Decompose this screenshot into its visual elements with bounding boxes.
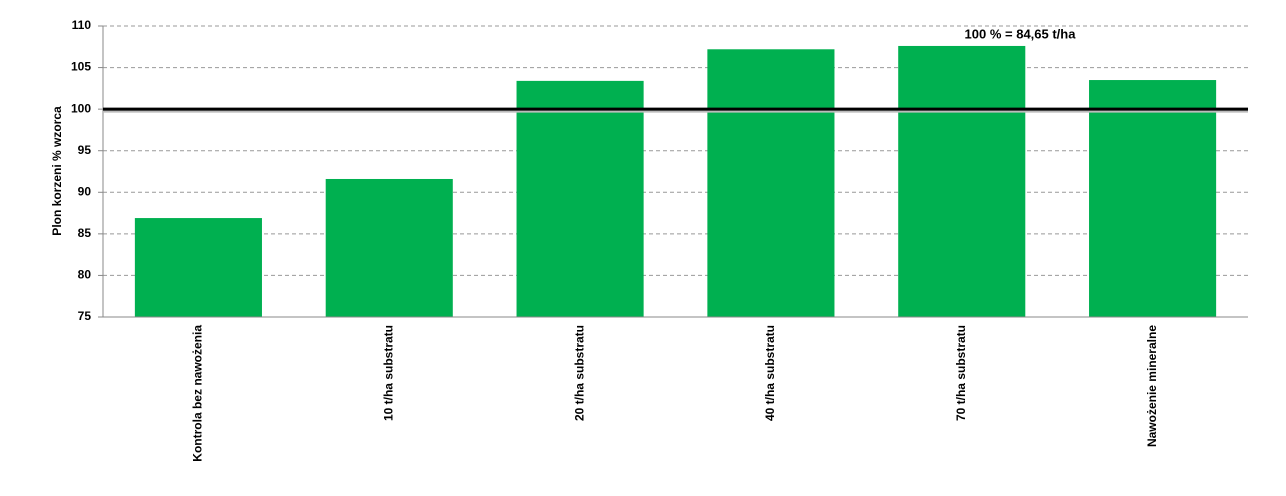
y-tick-label: 95 [78, 143, 92, 157]
y-tick-label: 85 [78, 226, 92, 240]
bar [134, 218, 262, 317]
x-tick-label: 20 t/ha substratu [572, 325, 586, 421]
x-tick-label: 10 t/ha substratu [381, 325, 395, 421]
y-tick-label: 75 [78, 309, 92, 323]
y-tick-label: 90 [78, 184, 92, 198]
x-tick-label: 70 t/ha substratu [954, 325, 968, 421]
bar [898, 45, 1026, 317]
bar [516, 80, 644, 317]
y-axis-label: Plon korzeni % wzorca [50, 106, 64, 236]
y-tick-label: 100 [71, 101, 91, 115]
x-tick-label: Nawożenie mineralne [1145, 325, 1159, 447]
x-tick-label: 40 t/ha substratu [763, 325, 777, 421]
bar [707, 49, 835, 317]
bar [1089, 80, 1217, 318]
annotation: 100 % = 84,65 t/ha [965, 26, 1077, 41]
y-tick-label: 80 [78, 268, 92, 282]
y-tick-label: 110 [72, 18, 92, 32]
y-tick-label: 105 [71, 60, 91, 74]
bar [325, 178, 453, 317]
x-tick-label: Kontrola bez nawożenia [191, 325, 205, 462]
